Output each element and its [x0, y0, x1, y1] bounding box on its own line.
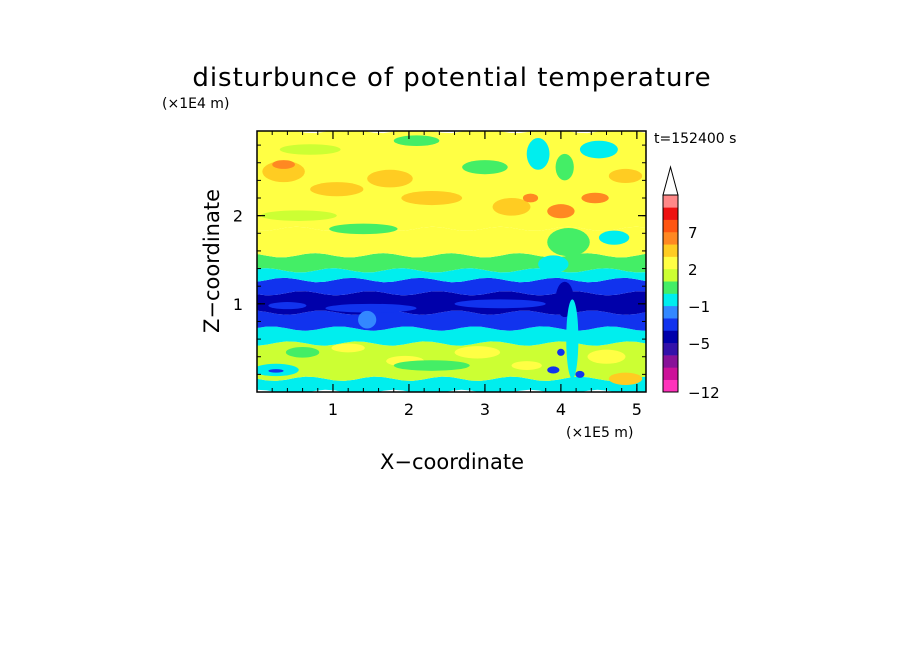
contour-patch — [393, 135, 440, 146]
colorbar-segment — [663, 318, 678, 331]
contour-band — [257, 310, 646, 331]
x-tick-label: 2 — [404, 400, 414, 419]
contour-patch — [367, 169, 413, 188]
x-tick-label: 4 — [556, 400, 566, 419]
colorbar-segment — [663, 207, 678, 220]
y-tick-label: 2 — [233, 207, 243, 226]
plot-area — [257, 131, 646, 392]
contour-patch — [331, 343, 365, 353]
contour-patch — [454, 346, 501, 359]
contour-patch — [393, 360, 470, 371]
chart-title: disturbunce of potential temperature — [192, 63, 711, 93]
contour-patch — [555, 153, 574, 181]
colorbar-segment — [663, 305, 678, 319]
x-scale-note: (×1E5 m) — [566, 425, 633, 441]
time-label: t=152400 s — [654, 131, 736, 147]
contour-patch — [598, 230, 630, 245]
contour-patch — [454, 299, 546, 309]
contour-patch — [579, 140, 618, 159]
contour-band — [257, 376, 646, 392]
contour-patch — [526, 138, 550, 170]
contour-patch — [581, 192, 609, 204]
colorbar: −12−5−127 — [662, 165, 720, 402]
colorbar-tick-label: −12 — [688, 384, 720, 402]
contour-patch — [608, 372, 643, 385]
contour-band — [257, 277, 646, 296]
colorbar-segment — [663, 355, 678, 368]
colorbar-segment — [663, 244, 678, 257]
contour-patch — [325, 303, 417, 313]
colorbar-segment — [663, 256, 678, 270]
contour-patch — [547, 204, 575, 219]
colorbar-extend-arrow — [662, 165, 679, 196]
colorbar-segment — [663, 379, 678, 393]
y-scale-note: (×1E4 m) — [162, 96, 229, 112]
colorbar-tick-label: −5 — [688, 335, 710, 353]
plot-frame — [256, 130, 647, 393]
colorbar-segment — [663, 281, 678, 294]
colorbar-segment — [663, 231, 678, 245]
contour-band — [257, 226, 646, 258]
x-axis-label: X−coordinate — [380, 450, 524, 474]
contour-patch — [547, 366, 560, 374]
colorbar-tick-label: 7 — [688, 224, 698, 242]
y-axis: 12 — [233, 144, 646, 375]
contour-patch — [575, 370, 585, 378]
contour-patch — [557, 348, 565, 356]
contour-patch — [608, 168, 643, 184]
contour-patch — [268, 302, 307, 310]
x-tick-label: 1 — [328, 400, 338, 419]
colorbar-segment — [663, 219, 678, 233]
contour-patch — [272, 160, 295, 169]
y-tick-label: 1 — [233, 295, 243, 314]
contour-patch — [279, 144, 341, 155]
contour-patch — [566, 299, 579, 379]
colorbar-segment — [663, 367, 678, 380]
colorbar-tick-label: 2 — [688, 261, 698, 279]
contour-band — [257, 253, 646, 273]
x-tick-label: 3 — [480, 400, 490, 419]
contour-patch — [260, 210, 337, 221]
colorbar-segment — [663, 268, 678, 282]
colorbar-segment — [663, 195, 678, 208]
x-tick-label: 5 — [632, 400, 642, 419]
colorbar-tick-label: −1 — [688, 298, 710, 316]
y-axis-label: Z−coordinate — [200, 189, 224, 333]
colorbar-segment — [663, 342, 678, 356]
contour-patch — [285, 347, 320, 358]
contour-patch — [492, 198, 531, 216]
contour-patch — [511, 361, 542, 370]
contour-patch — [587, 349, 626, 364]
colorbar-segment — [663, 293, 678, 307]
contour-patch — [268, 369, 284, 373]
contour-patch — [538, 255, 569, 273]
contour-patch — [310, 182, 364, 197]
contour-patch — [262, 160, 305, 183]
contour-patch — [522, 193, 539, 203]
contour-patch — [329, 223, 398, 235]
contour-patch — [401, 190, 463, 206]
x-axis: 1 2 3 4 5 — [271, 131, 642, 419]
colorbar-segment — [663, 330, 678, 344]
contour-patch — [462, 160, 508, 175]
contour-patch — [358, 310, 377, 329]
contour-patch — [547, 227, 590, 257]
contour-band — [257, 326, 646, 346]
